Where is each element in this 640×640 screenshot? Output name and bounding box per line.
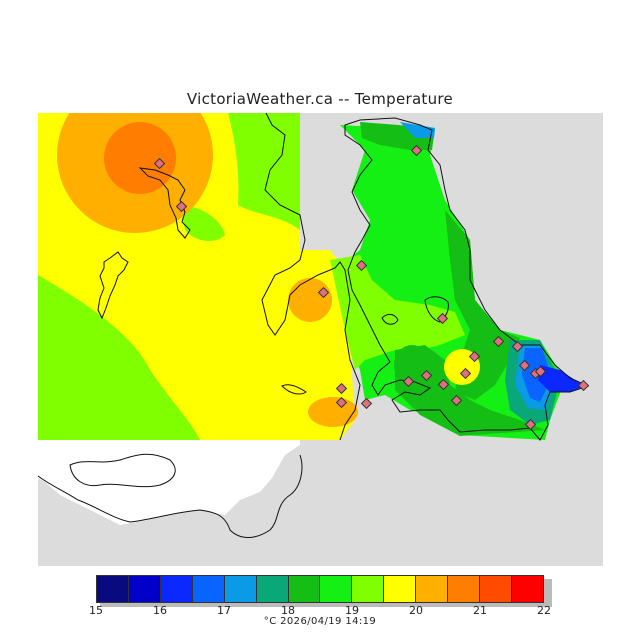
legend-swatch <box>448 576 481 602</box>
coastline-islet-a <box>381 313 399 325</box>
legend-swatch <box>224 576 257 602</box>
legend-tick-label: 17 <box>217 604 231 617</box>
legend-swatch <box>160 576 193 602</box>
legend-swatch <box>320 576 353 602</box>
legend-tick-label: 21 <box>473 604 487 617</box>
legend-swatch <box>511 576 543 602</box>
station-marker[interactable] <box>524 418 537 431</box>
contour-21-darkorange-blob <box>104 122 176 194</box>
coastline-peninsula <box>344 117 590 441</box>
coastline-west-island <box>97 251 129 320</box>
contour-20-5-orange-center <box>288 278 332 322</box>
contour-17-blue-north <box>400 122 435 138</box>
station-marker[interactable] <box>402 375 415 388</box>
legend-swatch <box>128 576 161 602</box>
map-title: VictoriaWeather.ca -- Temperature <box>186 90 454 108</box>
legend-swatch <box>256 576 289 602</box>
legend-swatch <box>480 576 512 602</box>
contour-16-5-deepblue-tip <box>538 365 585 392</box>
station-marker[interactable] <box>420 369 433 382</box>
land-olympic-outline <box>37 454 303 538</box>
contour-19-green-southwest <box>38 275 200 440</box>
legend-swatch <box>97 576 129 602</box>
station-marker[interactable] <box>534 365 547 378</box>
station-marker[interactable] <box>335 382 348 395</box>
station-marker[interactable] <box>492 335 505 348</box>
legend-tick-label: 16 <box>153 604 167 617</box>
legend-swatch <box>352 576 385 602</box>
legend-tick-label: 22 <box>537 604 551 617</box>
legend-caption: °C 2026/04/19 14:19 <box>263 616 377 627</box>
station-marker[interactable] <box>511 340 524 353</box>
contour-18-5-darkgreen-blob <box>394 345 430 385</box>
contour-20-5-orange-south <box>308 397 358 427</box>
station-marker[interactable] <box>355 259 368 272</box>
station-marker[interactable] <box>450 394 463 407</box>
legend-tick-labels: 15 16 17 18 19 20 21 22 <box>80 604 560 618</box>
station-marker[interactable] <box>437 378 450 391</box>
legend-swatch <box>192 576 225 602</box>
land-island-outline-south <box>69 453 176 488</box>
contour-19-green-north <box>228 113 300 230</box>
coastline-north-spit <box>138 167 191 239</box>
legend-tick-label: 20 <box>409 604 423 617</box>
station-marker[interactable] <box>459 367 472 380</box>
contour-19-5-lightgreen-west <box>330 255 465 370</box>
land-olympic-peninsula <box>38 440 300 525</box>
coastline-inner-lake <box>424 296 449 323</box>
contour-19-green-inlet <box>180 205 225 242</box>
coastline-islet-b <box>281 384 307 395</box>
station-marker[interactable] <box>436 312 449 325</box>
legend-swatch <box>288 576 321 602</box>
color-scale-legend <box>96 575 552 607</box>
legend-tick-label: 19 <box>345 604 359 617</box>
station-marker[interactable] <box>410 144 423 157</box>
legend-swatch <box>384 576 417 602</box>
station-marker[interactable] <box>175 200 188 213</box>
station-marker[interactable] <box>468 350 481 363</box>
legend-swatch <box>416 576 449 602</box>
coastline-vancouver-island-east <box>261 112 361 441</box>
station-marker[interactable] <box>153 157 166 170</box>
legend-tick-label: 15 <box>89 604 103 617</box>
legend-bar <box>96 575 544 603</box>
station-marker[interactable] <box>577 379 590 392</box>
station-marker[interactable] <box>360 397 373 410</box>
station-marker[interactable] <box>317 286 330 299</box>
contour-18-5-darkgreen-south <box>395 345 545 436</box>
station-marker[interactable] <box>518 359 531 372</box>
station-marker[interactable] <box>335 396 348 409</box>
legend-tick-label: 18 <box>281 604 295 617</box>
